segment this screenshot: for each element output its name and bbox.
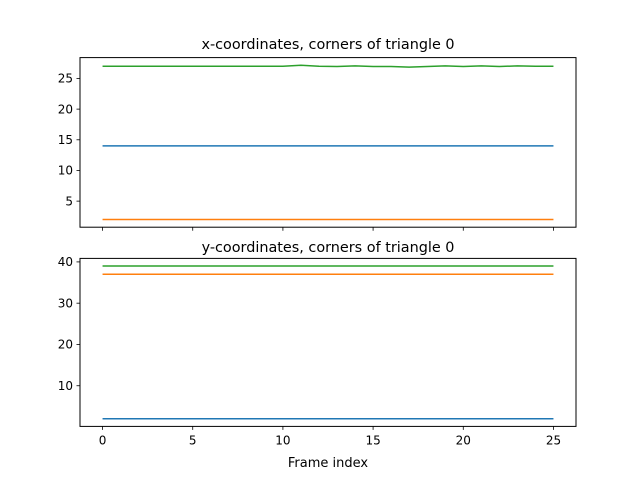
series-lines — [102, 64, 554, 221]
y-tick-label: 10 — [58, 164, 73, 178]
y-tick-label: 15 — [58, 133, 73, 147]
x-axis-label: Frame index — [288, 456, 369, 471]
y-tick-label: 30 — [58, 296, 73, 310]
x-coordinates-subplot: x-coordinates, corners of triangle 0 5 10… — [58, 37, 577, 231]
x-tick-label: 15 — [365, 433, 380, 447]
axis-ticks: 0 5 10 15 20 25 10 20 30 40 — [58, 255, 561, 447]
axes-frame — [79, 57, 577, 228]
x-tick-label: 25 — [546, 433, 561, 447]
series-lines — [102, 265, 554, 420]
x-tick-label: 5 — [189, 433, 197, 447]
y-coordinates-subplot: y-coordinates, corners of triangle 0 0 5 1… — [58, 240, 577, 471]
y-tick-label: 10 — [58, 379, 73, 393]
y-tick-label: 5 — [65, 194, 73, 208]
y-tick-label: 20 — [58, 102, 73, 116]
x-tick-label: 10 — [275, 433, 290, 447]
subplot-title: x-coordinates, corners of triangle 0 — [201, 37, 454, 53]
y-tick-label: 40 — [58, 255, 73, 269]
y-tick-label: 20 — [58, 338, 73, 352]
series-line-3 — [102, 64, 554, 68]
y-tick-label: 25 — [58, 72, 73, 86]
subplot-title: y-coordinates, corners of triangle 0 — [202, 240, 455, 256]
axis-ticks: 5 10 15 20 25 — [58, 72, 554, 231]
axes-frame — [79, 257, 577, 427]
x-tick-label: 0 — [99, 433, 107, 447]
x-tick-label: 20 — [456, 433, 471, 447]
